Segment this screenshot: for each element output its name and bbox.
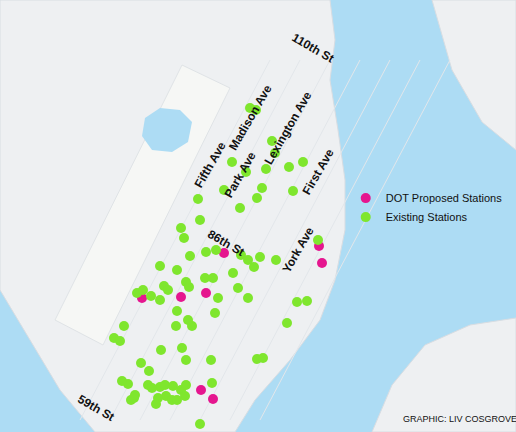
svg-text:Lexington Ave: Lexington Ave	[261, 89, 314, 167]
svg-text:GRAPHIC: LIV COSGROVE: GRAPHIC: LIV COSGROVE	[403, 414, 516, 424]
svg-text:First Ave: First Ave	[299, 146, 337, 197]
svg-text:Park Ave: Park Ave	[221, 149, 259, 200]
svg-text:110th St: 110th St	[290, 30, 337, 65]
svg-text:Existing Stations: Existing Stations	[386, 211, 468, 223]
svg-text:59th St: 59th St	[75, 392, 117, 424]
svg-text:Fifth Ave: Fifth Ave	[191, 139, 229, 190]
svg-text:Madison Ave: Madison Ave	[226, 82, 275, 153]
svg-text:York Ave: York Ave	[279, 224, 316, 275]
svg-text:86th St: 86th St	[205, 227, 247, 259]
svg-text:DOT Proposed Stations: DOT Proposed Stations	[386, 192, 502, 204]
